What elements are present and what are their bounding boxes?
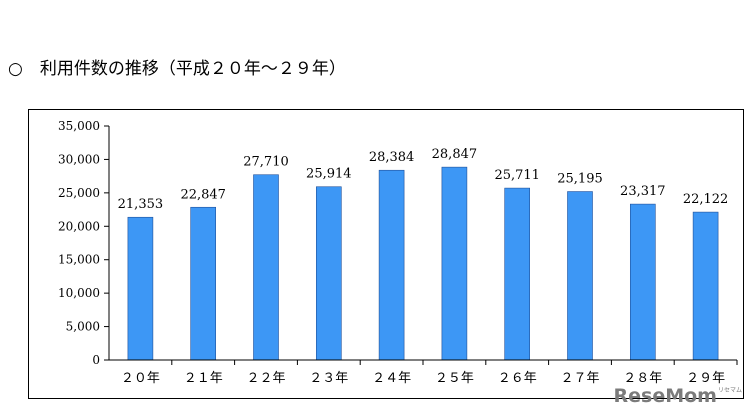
bar [504, 187, 531, 361]
bar-value-label: 27,710 [243, 155, 289, 170]
y-tick-label: 20,000 [58, 219, 100, 233]
bar [315, 186, 342, 361]
bar [692, 211, 719, 361]
bar [253, 174, 279, 361]
x-axis: ２０年 ２１年 ２２年 ２３年 ２４年 ２５年 ２６年 ２７年 ２８年 ２９年 [109, 359, 738, 386]
x-tick-label: ２４年 [372, 371, 411, 386]
bars [127, 166, 719, 361]
bar-value-label: 28,847 [432, 147, 478, 162]
bar-value-label: 21,353 [118, 197, 164, 212]
bar-value-label: 22,847 [180, 187, 226, 202]
y-tick-label: 0 [92, 353, 100, 367]
chart-frame: 0 5,000 10,000 15,000 20,000 25,000 30,000 35,0… [28, 109, 744, 399]
bar-value-label: 22,122 [683, 192, 729, 207]
resemom-logo: ReseMomリセマム [613, 385, 743, 407]
x-tick-label: ２０年 [121, 371, 160, 386]
value-labels: 21,353 22,847 27,710 25,914 28,384 28,847 25,7… [118, 147, 729, 212]
x-tick-label: ２２年 [246, 371, 285, 386]
x-tick-label: ２９年 [686, 371, 725, 386]
y-axis: 0 5,000 10,000 15,000 20,000 25,000 30,000 35,0… [58, 119, 110, 367]
bar-value-label: 25,711 [494, 168, 540, 183]
bar-value-label: 28,384 [369, 150, 415, 165]
bar [190, 206, 216, 361]
x-tick-label: ２３年 [309, 371, 348, 386]
x-tick-label: ２１年 [184, 371, 223, 386]
page-title: ○ 利用件数の推移（平成２０年～２９年） [8, 59, 346, 79]
bar-value-label: 25,914 [306, 167, 352, 182]
y-tick-label: 15,000 [58, 253, 100, 267]
bar [378, 169, 405, 361]
x-tick-label: ２６年 [498, 371, 537, 386]
bar [127, 216, 154, 361]
x-tick-label: ２７年 [560, 371, 599, 386]
x-tick-label: ２８年 [623, 371, 662, 386]
y-tick-label: 5,000 [66, 320, 100, 334]
bar [441, 166, 468, 361]
y-tick-label: 10,000 [58, 286, 100, 300]
x-tick-label: ２５年 [435, 371, 474, 386]
bar-chart: 0 5,000 10,000 15,000 20,000 25,000 30,000 35,0… [58, 119, 738, 386]
bar-value-label: 25,195 [557, 172, 603, 187]
bar [629, 203, 656, 361]
bar [567, 191, 593, 361]
bar-value-label: 23,317 [620, 184, 666, 199]
y-tick-label: 35,000 [58, 119, 100, 133]
y-tick-label: 30,000 [58, 152, 100, 166]
y-tick-label: 25,000 [58, 186, 100, 200]
